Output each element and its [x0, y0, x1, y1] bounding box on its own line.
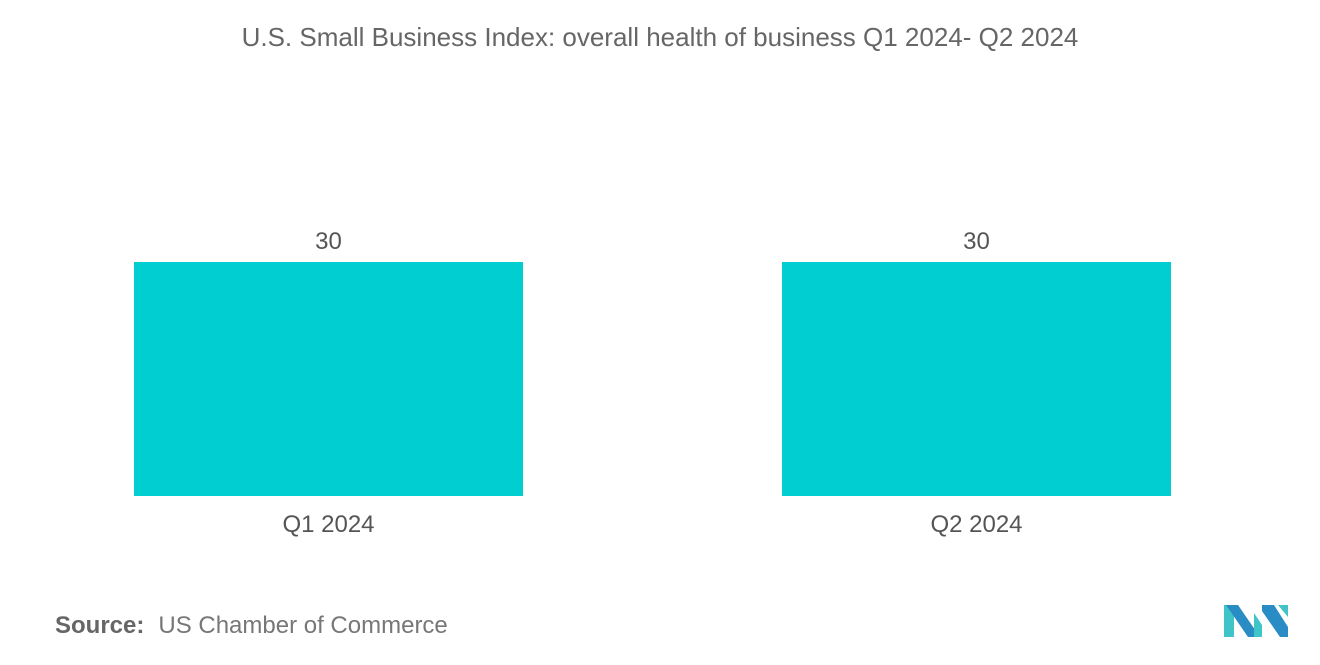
- bar: [782, 262, 1171, 496]
- source-text: US Chamber of Commerce: [158, 612, 448, 639]
- data-label: 30: [963, 228, 990, 255]
- source-label: Source:: [55, 612, 145, 639]
- source-line: Source: US Chamber of Commerce: [55, 612, 448, 640]
- company-logo: [1224, 605, 1288, 637]
- chart-title: U.S. Small Business Index: overall healt…: [241, 22, 1079, 52]
- x-tick-label: Q2 2024: [930, 511, 1022, 538]
- bar: [134, 262, 523, 496]
- data-label: 30: [315, 228, 342, 255]
- x-tick-label: Q1 2024: [282, 511, 374, 538]
- bar-chart: 30 Q1 2024 30 Q2 2024: [134, 228, 1171, 538]
